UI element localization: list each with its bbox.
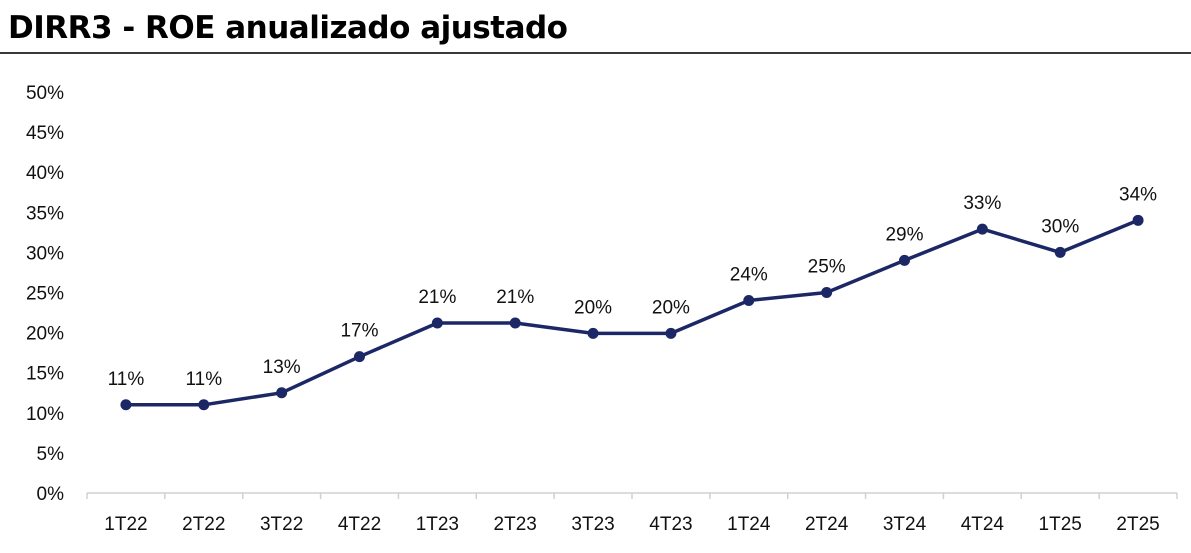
data-label: 30% — [1041, 216, 1079, 237]
data-label: 13% — [263, 357, 301, 378]
y-tick-label: 25% — [26, 284, 64, 305]
y-tick-label: 20% — [26, 324, 64, 345]
x-tick-label: 1T24 — [727, 514, 771, 535]
x-tick-label: 1T25 — [1039, 514, 1082, 535]
page-title: DIRR3 - ROE anualizado ajustado — [8, 10, 568, 46]
x-tick-label: 1T22 — [104, 514, 147, 535]
x-tick-label: 2T25 — [1116, 514, 1159, 535]
x-tick-label: 3T24 — [883, 514, 927, 535]
x-axis-tick-marks — [86, 493, 1178, 499]
data-point — [120, 399, 132, 411]
data-point — [354, 351, 365, 363]
x-tick-label: 3T22 — [260, 514, 303, 535]
data-point — [198, 399, 210, 411]
data-point — [1054, 246, 1066, 258]
data-label: 17% — [340, 321, 378, 342]
y-tick-label: 50% — [26, 83, 64, 104]
data-label: 11% — [108, 369, 145, 390]
y-axis-tick-labels: 0% 5% 10% 15% 20% 25% 30% 35% 40% 45% 50% — [26, 83, 64, 505]
y-tick-label: 5% — [37, 444, 65, 465]
series-points — [120, 214, 1144, 411]
y-tick-label: 30% — [26, 243, 64, 264]
y-tick-label: 35% — [26, 203, 64, 224]
x-tick-label: 2T24 — [805, 514, 849, 535]
data-label: 11% — [185, 369, 222, 390]
y-tick-label: 0% — [37, 484, 65, 505]
data-label: 21% — [496, 287, 534, 308]
title-divider — [0, 52, 1191, 54]
data-point — [665, 327, 677, 339]
y-tick-label: 15% — [26, 364, 64, 385]
data-label: 29% — [885, 224, 923, 245]
x-tick-label: 2T22 — [182, 514, 225, 535]
x-tick-label: 3T23 — [571, 514, 614, 535]
data-point — [509, 317, 521, 329]
x-tick-label: 2T23 — [494, 514, 537, 535]
data-point — [821, 287, 833, 298]
y-tick-label: 40% — [26, 163, 64, 184]
data-point — [587, 327, 599, 339]
data-label: 25% — [808, 257, 846, 278]
x-tick-label: 4T23 — [649, 514, 692, 535]
data-point — [976, 223, 988, 235]
series-line — [124, 218, 1140, 407]
x-axis-tick-labels: 1T22 2T22 3T22 4T22 1T23 2T23 3T23 4T23 1T24 2T24… — [104, 514, 1159, 535]
data-label: 34% — [1119, 184, 1157, 205]
y-tick-label: 45% — [26, 123, 64, 144]
data-point — [743, 295, 755, 307]
data-point — [276, 387, 288, 399]
x-tick-label: 4T22 — [338, 514, 381, 535]
data-label: 20% — [574, 297, 612, 318]
x-tick-label: 1T23 — [416, 514, 459, 535]
data-point — [1132, 214, 1144, 226]
data-label: 20% — [652, 297, 690, 318]
y-tick-label: 10% — [26, 404, 64, 425]
data-label: 24% — [730, 265, 768, 286]
data-label: 33% — [963, 193, 1001, 214]
data-point — [899, 254, 910, 266]
data-labels: 11% 11% 13% 17% 21% 21% 20% 20% 24% 25% 29% 33% 30% 3… — [108, 184, 1158, 389]
data-label: 21% — [418, 287, 456, 308]
x-tick-label: 4T24 — [961, 514, 1005, 535]
data-point — [431, 317, 443, 329]
